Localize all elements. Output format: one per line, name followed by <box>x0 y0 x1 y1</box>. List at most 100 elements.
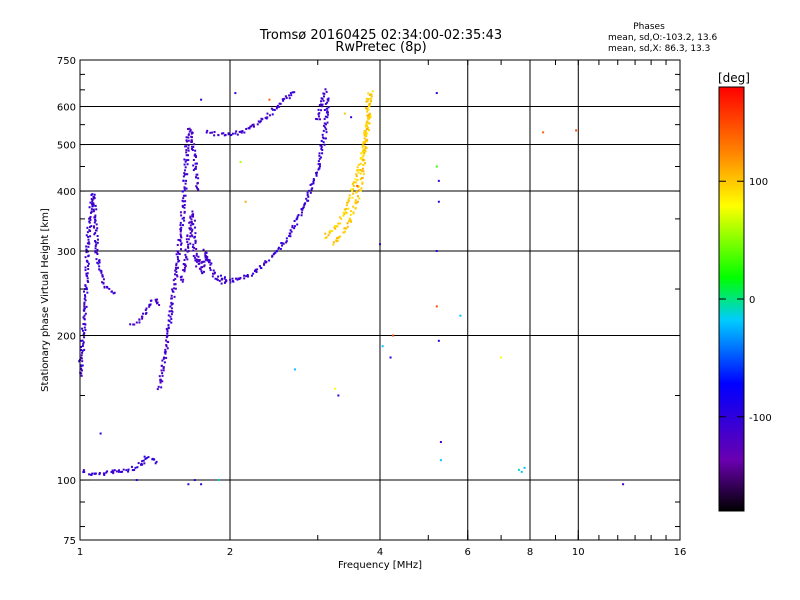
echo-point <box>180 242 183 245</box>
echo-point <box>180 243 183 246</box>
echo-point <box>189 216 192 219</box>
echo-point <box>296 215 299 218</box>
echo-point <box>328 231 331 234</box>
echo-point <box>86 275 89 278</box>
echo-point <box>179 230 182 233</box>
echo-point <box>175 268 178 271</box>
echo-point <box>352 192 355 195</box>
echo-point <box>357 185 360 188</box>
echo-point <box>336 225 339 228</box>
echo-point <box>180 248 183 251</box>
echo-point <box>367 129 370 132</box>
echo-point <box>135 479 138 482</box>
echo-point <box>327 99 330 102</box>
echo-point <box>180 214 183 217</box>
echo-point <box>365 134 368 137</box>
echo-point <box>110 290 113 293</box>
echo-point <box>84 299 87 302</box>
echo-point <box>324 115 327 118</box>
echo-point <box>87 245 90 248</box>
echo-point <box>289 92 292 95</box>
echo-point <box>282 99 285 102</box>
echo-point <box>103 473 106 476</box>
echo-point <box>364 107 367 110</box>
echo-point <box>389 356 392 359</box>
echo-point <box>195 185 198 188</box>
echo-point <box>185 154 188 157</box>
echo-point <box>187 139 190 142</box>
echo-point <box>192 254 195 257</box>
phases-x-mode: mean, sd,X: 86.3, 13.3 <box>608 44 711 54</box>
echo-point <box>183 210 186 213</box>
echo-point <box>167 314 170 317</box>
echo-point <box>170 321 173 324</box>
echo-point <box>369 100 372 103</box>
echo-point <box>319 109 322 112</box>
echo-point <box>162 369 165 372</box>
echo-point <box>80 372 83 375</box>
echo-point <box>520 470 523 473</box>
echo-point <box>80 339 83 342</box>
echo-point <box>159 381 162 384</box>
echo-point <box>285 237 288 240</box>
echo-point <box>194 162 197 165</box>
echo-point <box>181 217 184 220</box>
echo-point <box>191 235 194 238</box>
echo-point <box>181 199 184 202</box>
echo-point <box>356 179 359 182</box>
echo-point <box>176 244 179 247</box>
echo-point <box>188 221 191 224</box>
echo-point <box>203 264 206 267</box>
echo-point <box>85 234 88 237</box>
echo-point <box>187 147 190 150</box>
echo-point <box>325 131 328 134</box>
echo-point <box>147 456 150 459</box>
echo-point <box>320 105 323 108</box>
echo-point <box>307 199 310 202</box>
echo-point <box>213 272 216 275</box>
echo-point <box>276 104 279 107</box>
phases-header: Phases <box>633 22 665 32</box>
echo-point <box>326 101 329 104</box>
echo-point <box>325 111 328 114</box>
echo-point <box>366 139 369 142</box>
echo-point <box>165 336 168 339</box>
echo-point <box>84 329 87 332</box>
echo-point <box>103 472 106 475</box>
echo-point <box>192 213 195 216</box>
echo-point <box>138 318 141 321</box>
echo-point <box>95 258 98 261</box>
echo-point <box>254 268 257 271</box>
y-tick-label: 200 <box>57 332 76 343</box>
echo-point <box>132 323 135 326</box>
echo-point <box>252 272 255 275</box>
echo-point <box>94 204 97 207</box>
echo-point <box>362 144 365 147</box>
echo-point <box>187 159 190 162</box>
echo-point <box>347 207 350 210</box>
echo-point <box>86 279 89 282</box>
echo-point <box>437 179 440 182</box>
echo-point <box>310 183 313 186</box>
echo-point <box>185 139 188 142</box>
echo-point <box>212 269 215 272</box>
echo-point <box>223 276 226 279</box>
echo-point <box>94 240 97 243</box>
echo-point <box>187 133 190 136</box>
echo-point <box>79 364 82 367</box>
echo-point <box>112 292 115 295</box>
echo-point <box>177 252 180 255</box>
echo-point <box>183 266 186 269</box>
echo-point <box>192 146 195 149</box>
echo-point <box>99 432 102 435</box>
echo-point <box>106 286 109 289</box>
echo-point <box>95 251 98 254</box>
echo-point <box>302 206 305 209</box>
echo-point <box>90 198 93 201</box>
echo-point <box>237 277 240 280</box>
echo-point <box>89 225 92 228</box>
echo-point <box>281 98 284 101</box>
echo-point <box>296 223 299 226</box>
echo-point <box>356 200 359 203</box>
echo-point <box>339 222 342 225</box>
